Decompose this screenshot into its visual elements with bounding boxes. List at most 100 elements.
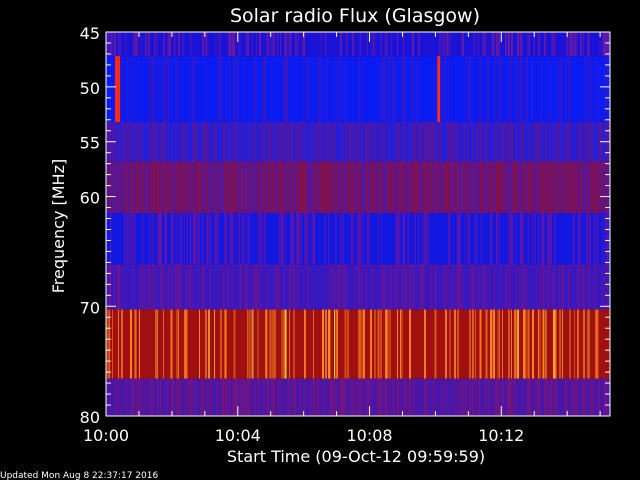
band-3-streak [314, 161, 317, 214]
band-1-streak [175, 56, 177, 122]
band-3-streak [434, 161, 436, 214]
band-1-streak [335, 56, 337, 122]
band-5-streak [581, 264, 584, 310]
band-0-streak [340, 32, 342, 57]
band-5-streak [583, 264, 585, 310]
band-4-streak [166, 213, 167, 265]
band-5-streak [404, 264, 407, 310]
band-3-streak [205, 161, 206, 214]
band-4-streak [218, 213, 220, 265]
band-7-streak [463, 378, 464, 416]
band-5-streak [340, 264, 341, 310]
band-5-streak [259, 264, 260, 310]
band-4-streak [418, 213, 419, 265]
band-2-streak [197, 121, 200, 162]
band-5-streak [485, 264, 487, 310]
band-7-streak [293, 378, 295, 416]
band-7-streak [389, 378, 391, 416]
band-0-streak [230, 32, 232, 57]
band-3-streak [257, 161, 260, 214]
band-7-streak [403, 378, 404, 416]
band-2-streak [454, 121, 455, 162]
band-2-streak [371, 121, 374, 162]
band-1-streak [526, 56, 528, 122]
band-7-streak [571, 378, 572, 416]
band-3-streak [164, 161, 167, 214]
y-tick-label: 60 [80, 189, 100, 208]
band-7-streak [190, 378, 192, 416]
band-7-streak [292, 378, 294, 416]
band-3-streak [239, 161, 241, 214]
band-3-streak [545, 161, 548, 214]
band-4-streak [229, 213, 230, 265]
band-6-streak [542, 309, 545, 379]
band-3-streak [400, 161, 401, 214]
band-6-streak [266, 309, 268, 379]
band-7-streak [583, 378, 585, 416]
band-2-streak [277, 121, 278, 162]
band-7-streak [227, 378, 229, 416]
band-0-streak [205, 32, 207, 57]
band-1-streak [137, 56, 139, 122]
band-6-streak [491, 309, 493, 379]
band-3-streak [233, 161, 235, 214]
band-3-streak [250, 161, 251, 214]
band-5-streak [289, 264, 291, 310]
band-2-streak [442, 121, 444, 162]
band-0-streak [163, 32, 165, 57]
band-2-streak [376, 121, 378, 162]
band-5-streak [394, 264, 396, 310]
band-6-streak [583, 309, 585, 379]
band-1-streak [344, 56, 346, 122]
band-5-streak [220, 264, 221, 310]
band-3-streak [373, 161, 374, 214]
band-5-streak [185, 264, 188, 310]
band-5-streak [371, 264, 373, 310]
band-6-streak [424, 309, 426, 379]
band-1-streak [263, 56, 266, 122]
band-6-streak [377, 309, 380, 379]
band-4-streak [535, 213, 536, 265]
band-6-streak [554, 309, 557, 379]
band-7-streak [485, 378, 487, 416]
band-0-streak [602, 32, 605, 57]
band-0-streak [157, 32, 158, 57]
band-6-streak [112, 309, 113, 379]
band-0-streak [571, 32, 573, 57]
band-0-streak [496, 32, 498, 57]
band-1-streak [517, 56, 519, 122]
band-2-streak [338, 121, 341, 162]
band-5-streak [251, 264, 254, 310]
band-0-streak [169, 32, 171, 57]
band-1-streak [265, 56, 266, 122]
band-4-streak [184, 213, 185, 265]
band-7-streak [544, 378, 546, 416]
band-7-streak [125, 378, 127, 416]
band-3-streak [601, 161, 602, 214]
band-3-streak [328, 161, 330, 214]
band-5-streak [239, 264, 242, 310]
band-3-streak [572, 161, 574, 214]
band-0-streak [544, 32, 546, 57]
band-2-streak [388, 121, 390, 162]
band-4-streak [241, 213, 242, 265]
band-1-streak [262, 56, 263, 122]
band-0-streak [442, 32, 444, 57]
band-7-streak [131, 378, 133, 416]
band-5-streak [454, 264, 455, 310]
band-1-streak [127, 56, 129, 122]
band-7-streak [472, 378, 474, 416]
band-3-streak [289, 161, 290, 214]
band-5-streak [338, 264, 341, 310]
band-2-streak [544, 121, 545, 162]
band-5-streak [335, 264, 337, 310]
x-axis-label: Start Time (09-Oct-12 09:59:59) [227, 447, 485, 466]
band-0-streak [493, 32, 495, 57]
band-0-streak [491, 32, 494, 57]
band-0-streak [289, 32, 291, 57]
band-1-streak [233, 56, 236, 122]
band-6-streak [325, 309, 327, 379]
band-7-streak [233, 378, 236, 416]
band-2-streak [229, 121, 231, 162]
band-3-streak [425, 161, 428, 214]
